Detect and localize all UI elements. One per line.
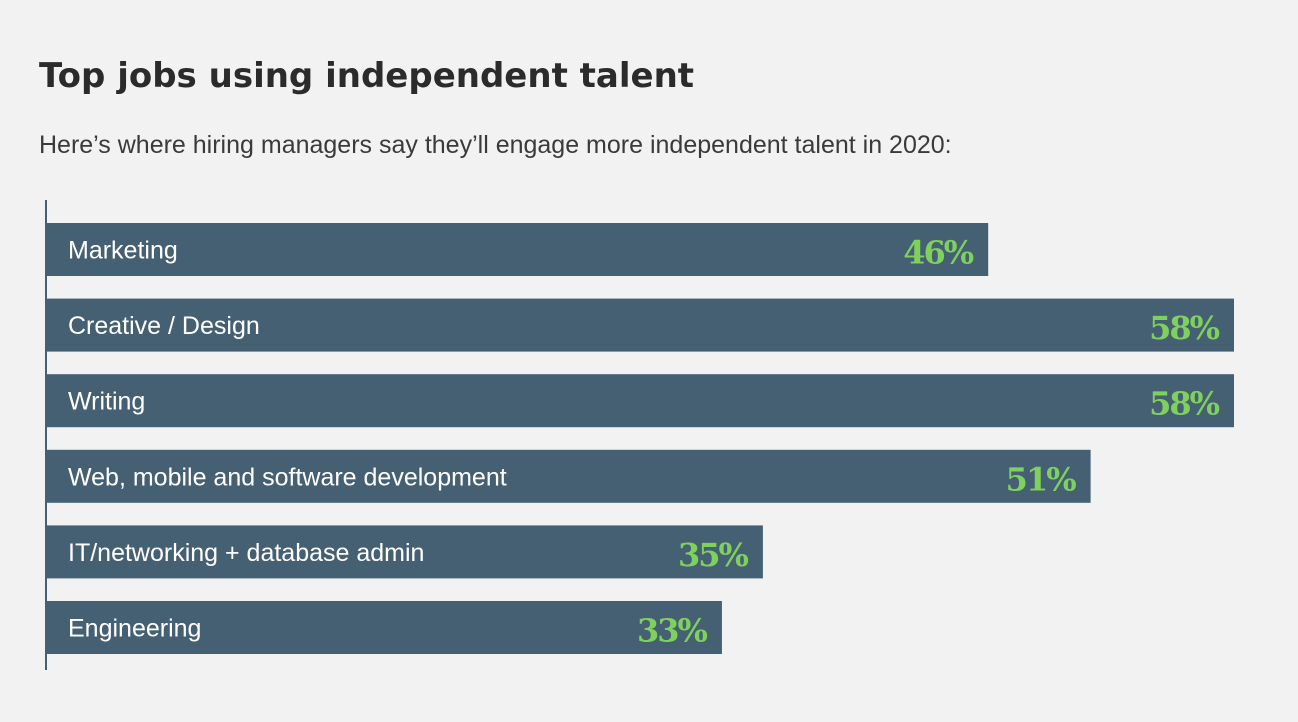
bar-category-label: IT/networking + database admin: [68, 539, 424, 567]
bar-2: [46, 374, 1234, 428]
bar-category-label: Web, mobile and software development: [68, 463, 507, 491]
bar-4: [46, 525, 763, 579]
bar-value-label: 51%: [1006, 460, 1077, 498]
bar-1: [46, 298, 1234, 352]
bar-value-label: 58%: [1149, 385, 1220, 423]
bar-value-label: 35%: [678, 536, 749, 574]
bars-group: Marketing 46% Creative / Design 58% Writing 5…: [46, 223, 1234, 654]
chart-title: Top jobs using independent talent: [39, 56, 695, 96]
bar-category-label: Writing: [68, 388, 145, 416]
bar-category-label: Engineering: [68, 615, 201, 643]
bar-category-label: Marketing: [68, 237, 178, 265]
bar-category-label: Creative / Design: [68, 312, 260, 340]
bar-value-label: 33%: [637, 612, 708, 650]
bar-value-label: 58%: [1149, 309, 1220, 347]
bar-value-label: 46%: [903, 234, 974, 272]
bar-3: [46, 449, 1091, 503]
bar-5: [46, 601, 722, 654]
bar-0: [46, 223, 989, 276]
chart-subtitle: Here’s where hiring managers say they’ll…: [39, 131, 952, 159]
